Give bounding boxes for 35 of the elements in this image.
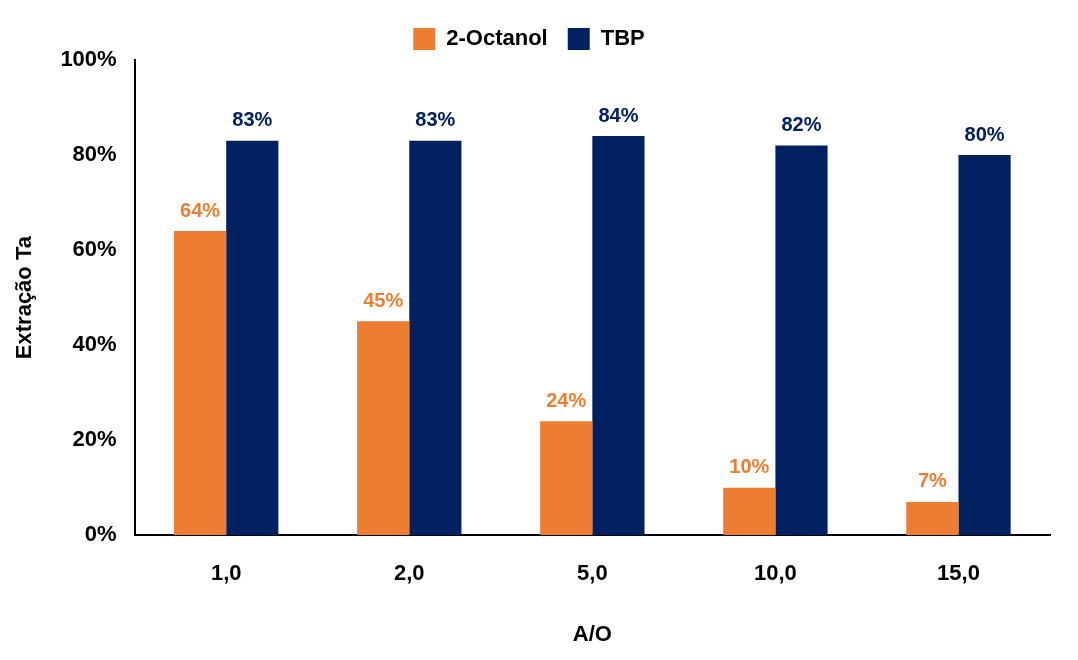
- y-axis-title: Extração Ta: [11, 235, 37, 360]
- y-tick-label: 0%: [84, 521, 117, 547]
- x-tick-label: 2,0: [393, 560, 425, 586]
- y-tick-label: 80%: [72, 141, 117, 167]
- x-tick-label: 1,0: [210, 560, 242, 586]
- x-tick-label: 10,0: [753, 560, 797, 586]
- bar: [723, 487, 776, 536]
- data-label: 83%: [232, 108, 273, 131]
- data-label: 84%: [598, 103, 639, 126]
- data-label: 80%: [964, 122, 1005, 145]
- legend-label: 2-Octanol: [446, 25, 548, 51]
- x-tick-label: 15,0: [937, 560, 980, 586]
- data-label: 10%: [729, 455, 770, 478]
- y-tick-label: 60%: [72, 236, 117, 262]
- data-label: 45%: [363, 288, 404, 311]
- y-tick-label: 100%: [60, 46, 117, 72]
- y-tick-label: 40%: [72, 331, 117, 357]
- x-tick-label: 5,0: [577, 560, 608, 586]
- bar: [226, 140, 279, 536]
- bar: [958, 155, 1011, 536]
- data-label: 82%: [781, 113, 822, 136]
- bar: [906, 501, 959, 536]
- x-axis-title: A/O: [572, 620, 612, 646]
- legend-label: TBP: [600, 25, 645, 51]
- bar: [174, 231, 227, 536]
- y-tick-label: 20%: [72, 426, 117, 452]
- data-label: 64%: [180, 198, 221, 221]
- data-label: 83%: [415, 108, 456, 131]
- bar: [540, 421, 593, 536]
- bar: [775, 145, 828, 536]
- bar: [409, 140, 462, 536]
- bar: [357, 321, 410, 536]
- data-label: 7%: [917, 469, 948, 492]
- data-label: 24%: [546, 388, 587, 411]
- bar: [592, 136, 645, 536]
